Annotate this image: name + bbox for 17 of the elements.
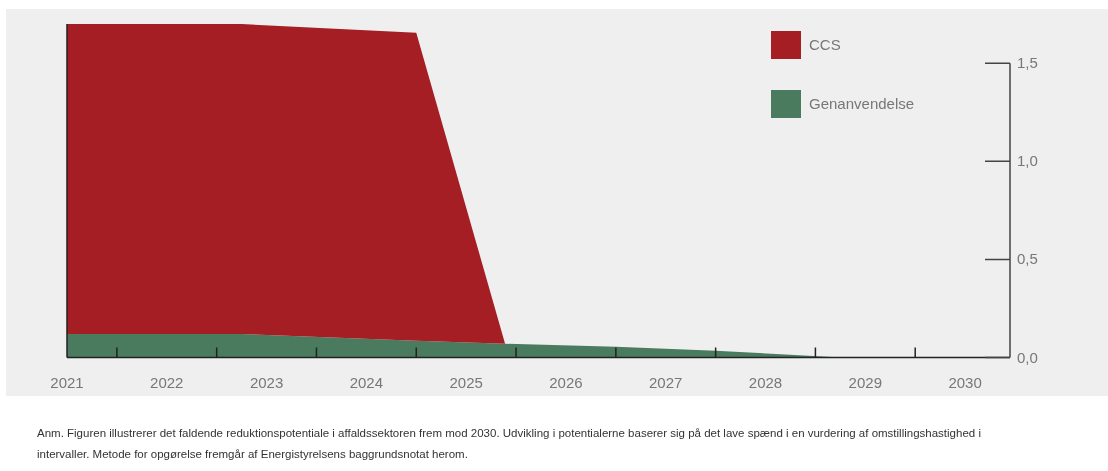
x-tick-label: 2029 xyxy=(848,373,882,391)
legend-label: CCS xyxy=(809,36,841,53)
y-tick-label: 1,0 xyxy=(1017,152,1038,170)
x-tick-label: 2022 xyxy=(150,373,184,391)
y-tick-label: 0,5 xyxy=(1017,250,1038,268)
y-tick-label: 0,0 xyxy=(1017,348,1038,366)
text: Anm. Figuren illustrerer det faldende reduktionspotentiale i affaldssektoren frem mod 2030. Udvikling i potentialerne baserer sig på det lave spænd i en vurdering af omstillingshastighed i intervaller. Metode for opgørelse fremgår af Energistyrelsens baggrundsnotat herom. xyxy=(37,427,981,460)
x-tick-label: 2030 xyxy=(948,373,982,391)
x-tick-label: 2024 xyxy=(349,373,384,391)
x-tick-label: 2021 xyxy=(50,373,84,391)
x-tick-label: 2023 xyxy=(249,373,284,391)
x-tick-label: 2028 xyxy=(748,373,783,391)
x-tick-label: 2027 xyxy=(649,373,683,391)
legend-label: Genanvendelse xyxy=(809,95,915,112)
x-tick-label: 2026 xyxy=(549,373,583,391)
y-tick-label: 1,5 xyxy=(1017,54,1038,72)
x-tick-label: 2025 xyxy=(449,373,483,391)
